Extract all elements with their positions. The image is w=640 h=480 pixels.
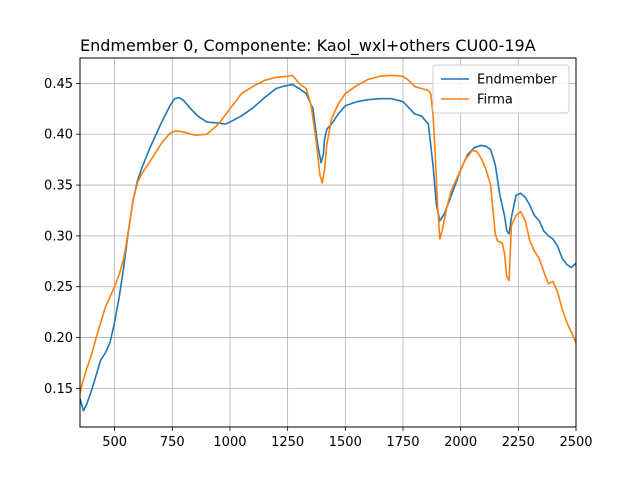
y-tick-label: 0.45 — [44, 77, 73, 92]
y-tick-label: 0.25 — [44, 280, 73, 295]
legend: Endmember Firma — [432, 64, 570, 114]
y-tick-label: 0.40 — [44, 128, 73, 143]
series-lines — [80, 74, 576, 412]
x-tick-label: 750 — [160, 435, 185, 450]
x-tick-label: 500 — [102, 435, 127, 450]
series-line-endmember — [80, 83, 576, 412]
x-tick-label: 2000 — [444, 435, 477, 450]
axis-ticks: 500 750 1000 1250 1500 1750 2000 2250 2500 0.15 0.… — [44, 77, 593, 450]
x-tick-label: 2250 — [502, 435, 535, 450]
legend-label: Firma — [477, 93, 513, 108]
series-line-firma — [80, 74, 576, 395]
legend-label: Endmember — [477, 73, 557, 88]
x-tick-label: 1500 — [329, 435, 362, 450]
legend-box — [432, 64, 570, 114]
x-tick-label: 1750 — [386, 435, 419, 450]
y-tick-label: 0.30 — [44, 229, 73, 244]
x-tick-label: 1000 — [213, 435, 246, 450]
y-tick-label: 0.35 — [44, 179, 73, 194]
chart-title: Endmember 0, Componente: Kaol_wxl+others… — [80, 36, 536, 56]
y-tick-label: 0.15 — [44, 382, 73, 397]
x-tick-label: 1250 — [271, 435, 304, 450]
x-tick-label: 2500 — [559, 435, 592, 450]
plot-frame — [79, 57, 577, 428]
y-tick-label: 0.20 — [44, 331, 73, 346]
